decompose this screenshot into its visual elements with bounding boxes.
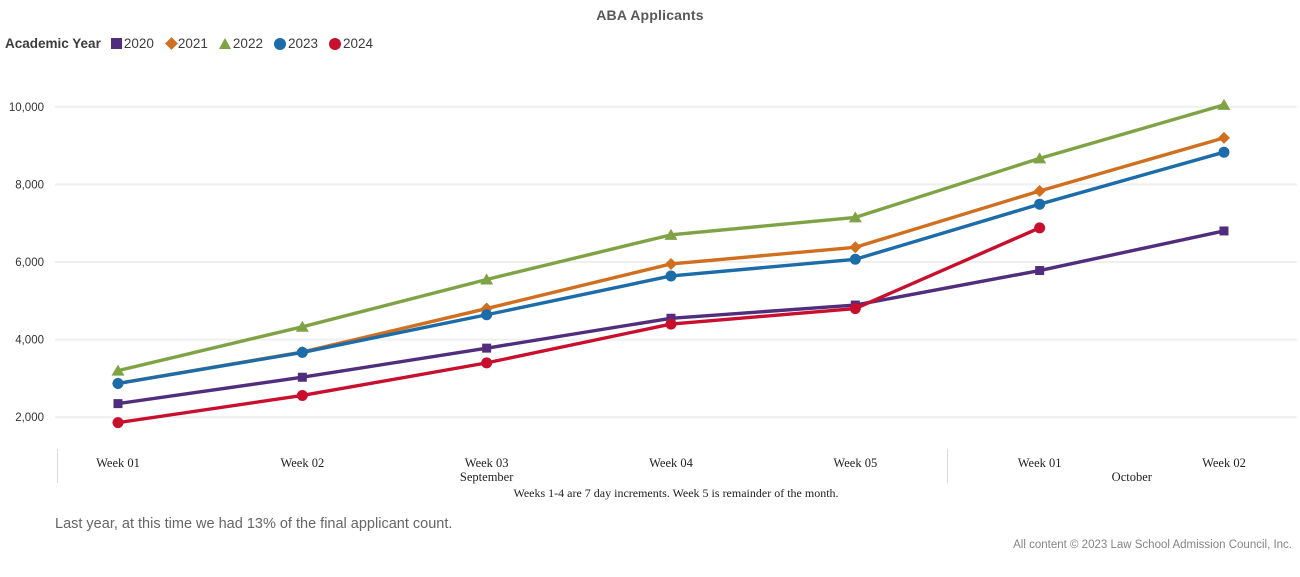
chart-title: ABA Applicants [596,7,704,23]
legend-item-label: 2022 [232,36,263,51]
legend-item-2020: 2020 [110,36,154,51]
series-2020 [113,226,1229,409]
series-2022 [111,98,1231,376]
y-axis-label: 10,000 [9,102,44,114]
x-axis-label: Week 02 [280,456,324,470]
series-2024 [112,222,1046,429]
series-2023 [112,146,1230,389]
legend-item-label: 2021 [177,36,208,51]
x-axis-note: Weeks 1-4 are 7 day increments. Week 5 i… [513,486,838,500]
legend-marker-triangle-icon [218,38,231,49]
copyright-text: All content © 2023 Law School Admission … [1013,539,1292,551]
legend-item-2022: 2022 [218,36,263,51]
legend-label: Academic Year [5,36,101,51]
month-group-label-September: September [460,470,514,484]
series-2021 [112,131,1230,390]
legend-item-label: 2024 [343,36,374,51]
y-axis-label: 2,000 [15,412,44,424]
x-axis-label: Week 05 [833,456,877,470]
month-group-label-October: October [1112,470,1153,484]
x-axis-label: Week 01 [96,456,140,470]
legend-item-label: 2020 [123,36,154,51]
legend-marker-square-icon [110,38,122,49]
line-chart-canvas: 2,000 4,000 6,000 8,000 10,000 Week 01 Week 02… [9,98,1297,500]
legend-item-2024: 2024 [329,36,373,51]
legend-item-2023: 2023 [273,36,319,51]
y-axis-label: 8,000 [15,179,44,191]
x-axis-label: Week 04 [649,456,694,470]
y-axis-label: 6,000 [15,257,44,269]
series-line-2024 [116,226,1042,425]
y-axis-label: 4,000 [15,335,44,347]
legend-marker-circle-icon [273,37,286,50]
legend-marker-circle-icon [329,37,342,50]
x-axis-label: Week 01 [1018,456,1062,470]
legend-item-label: 2023 [287,36,319,51]
x-axis-label: Week 03 [465,456,509,470]
legend-item-2021: 2021 [165,36,208,51]
chart-legend: Academic Year 2020 2021 2022 2023 2024 [5,36,384,51]
chart-footnote: Last year, at this time we had 13% of th… [55,516,453,532]
x-axis-label: Week 02 [1202,456,1246,470]
